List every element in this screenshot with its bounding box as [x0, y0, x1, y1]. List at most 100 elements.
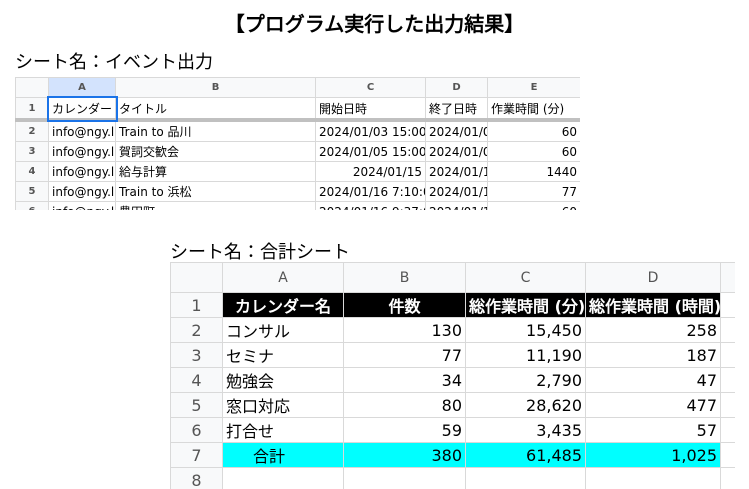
cell: 2024/01/03: [425, 119, 488, 142]
cell: [720, 467, 735, 489]
column-header: E: [487, 77, 580, 98]
row-number: 5: [15, 181, 49, 202]
sheet: A B C D 1 カレンダー名 件数 総作業時間 (分) 総作業時間 (時間) 2 コンサル 130…: [170, 262, 735, 489]
cell: 187: [585, 342, 721, 368]
cell: 1440: [487, 161, 580, 182]
cell: Train to 浜松: [115, 181, 316, 202]
cell: Train to 品川: [115, 119, 316, 142]
cell: 477: [585, 392, 721, 418]
cell: 開始日時: [315, 97, 426, 122]
cell: 2024/01/16 7:10:00: [315, 181, 426, 202]
cell: セミナ: [222, 342, 344, 368]
sheet: A B C D E 1 カレンダー タイトル 開始日時 終了日時 作業時間 (分) 2 info@ngy…: [15, 77, 580, 210]
cell: [720, 317, 735, 343]
cell: 2024/01/16 9:37:00: [315, 201, 426, 210]
cell: 3,435: [465, 417, 586, 443]
cell: 130: [343, 317, 466, 343]
cell: 60: [487, 201, 580, 210]
cell: カレンダー: [46, 95, 118, 122]
cell: [720, 367, 735, 393]
cell: 2,790: [465, 367, 586, 393]
column-header: D: [425, 77, 488, 98]
cell: info@ngy.l: [48, 181, 116, 202]
cell: 合計: [222, 442, 344, 468]
row-number: 6: [15, 201, 49, 210]
column-header: D: [585, 262, 721, 293]
row-number: 3: [15, 141, 49, 162]
column-header: C: [315, 77, 426, 98]
cell: 57: [585, 417, 721, 443]
cell: [720, 417, 735, 443]
cell: 2024/01/15: [315, 161, 426, 182]
cell: 2024/01/05: [425, 141, 488, 162]
cell: info@ngy.l: [48, 141, 116, 162]
row-number: 1: [15, 97, 49, 122]
sheet-name: シート名：合計シート: [170, 242, 350, 263]
column-header: B: [115, 77, 316, 98]
cell: 2024/01/03 15:00:0: [315, 119, 426, 142]
title: 【プログラム実行した出力結果】: [224, 12, 525, 36]
cell: カレンダー名: [222, 292, 344, 318]
cell: info@ngy.l: [48, 161, 116, 182]
cell: 件数: [343, 292, 466, 318]
row-number: 2: [170, 317, 223, 343]
cell: 2024/01/16: [425, 201, 488, 210]
cell: 勉強会: [222, 367, 344, 393]
cell: 1,025: [585, 442, 721, 468]
cell: 80: [343, 392, 466, 418]
cell: 61,485: [465, 442, 586, 468]
cell: 2024/01/16: [425, 161, 488, 182]
cell: 77: [343, 342, 466, 368]
cell: 60: [487, 141, 580, 162]
cell: [720, 392, 735, 418]
row-number: 6: [170, 417, 223, 443]
cell: 作業時間 (分): [487, 97, 580, 122]
column-header: B: [343, 262, 466, 293]
sheet-name: シート名：イベント出力: [15, 52, 213, 73]
row-number: 4: [15, 161, 49, 182]
cell: 総作業時間 (分): [465, 292, 586, 318]
cell: 15,450: [465, 317, 586, 343]
cell: [222, 467, 344, 489]
cell: 11,190: [465, 342, 586, 368]
grid: A B C D E 1 カレンダー タイトル 開始日時 終了日時 作業時間 (分) 2 info@ngy…: [15, 77, 580, 210]
column-header: A: [222, 262, 344, 293]
row-number: 8: [170, 467, 223, 489]
corner: [170, 262, 223, 293]
row-number: 3: [170, 342, 223, 368]
cell: 総作業時間 (時間): [585, 292, 721, 318]
cell: 60: [487, 119, 580, 142]
cell: 59: [343, 417, 466, 443]
cell: 380: [343, 442, 466, 468]
cell: info@ngy.l: [48, 201, 116, 210]
column-header: A: [48, 77, 116, 98]
cell: [465, 467, 586, 489]
cell: 終了日時: [425, 97, 488, 122]
corner: [15, 77, 49, 98]
row-number: 4: [170, 367, 223, 393]
cell: 給与計算: [115, 161, 316, 182]
cell: 77: [487, 181, 580, 202]
grid: A B C D 1 カレンダー名 件数 総作業時間 (分) 総作業時間 (時間) 2 コンサル 130…: [170, 262, 735, 489]
column-header: C: [465, 262, 586, 293]
cell: 2024/01/05 15:00:0: [315, 141, 426, 162]
cell: info@ngy.l: [48, 119, 116, 142]
cell: [720, 342, 735, 368]
cell: 賀詞交歓会: [115, 141, 316, 162]
cell: 258: [585, 317, 721, 343]
column-header: [720, 262, 735, 293]
cell: コンサル: [222, 317, 344, 343]
cell: 窓口対応: [222, 392, 344, 418]
cell: 47: [585, 367, 721, 393]
cell: 打合せ: [222, 417, 344, 443]
cell: 豊田町: [115, 201, 316, 210]
cell: 34: [343, 367, 466, 393]
cell: [720, 292, 735, 318]
cell: [720, 442, 735, 468]
row-number: 1: [170, 292, 223, 318]
cell: [585, 467, 721, 489]
cell: 28,620: [465, 392, 586, 418]
cell: タイトル: [115, 97, 316, 122]
row-number: 7: [170, 442, 223, 468]
